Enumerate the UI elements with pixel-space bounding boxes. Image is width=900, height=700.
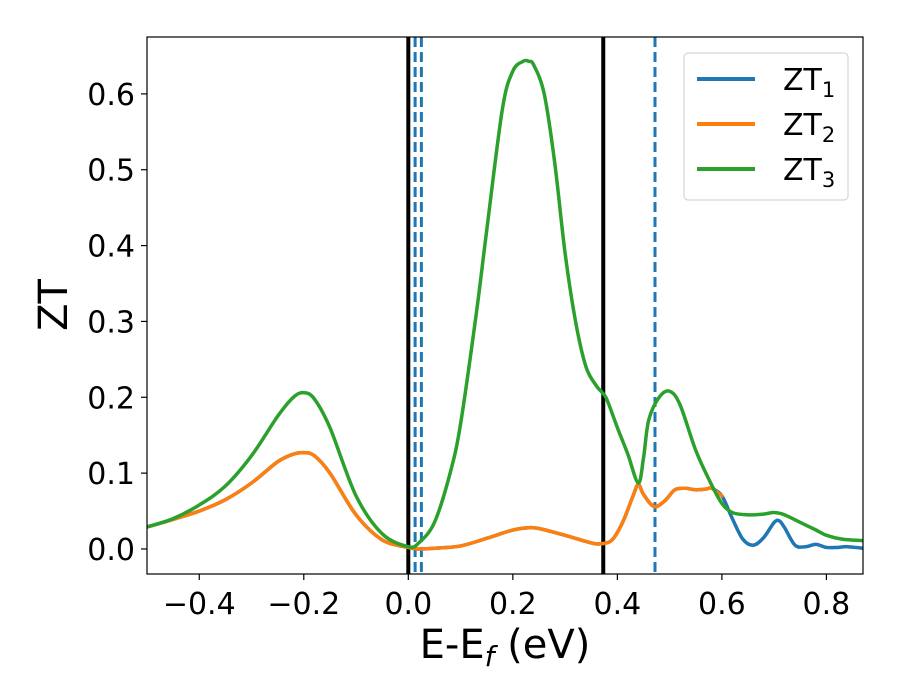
legend-box [683, 52, 849, 201]
legend-label-main: ZT [783, 153, 823, 188]
x-tick-label: 0.2 [489, 587, 537, 622]
x-axis: −0.4 −0.2 0.0 0.2 0.4 0.6 0.8 [163, 574, 850, 622]
x-axis-label-main: E-E [420, 622, 485, 668]
legend-label-main: ZT [783, 108, 823, 143]
legend-label-subscript: 1 [822, 78, 835, 102]
legend-label-subscript: 3 [822, 168, 835, 192]
x-tick-label: −0.2 [267, 587, 340, 622]
series-line-zt2 [147, 450, 724, 551]
x-axis-label-unit: (eV) [494, 622, 590, 668]
y-tick-label: 0.5 [87, 154, 135, 189]
y-tick-label: 0.3 [87, 305, 135, 340]
legend-label-zt2: ZT2 [783, 108, 835, 147]
legend-label-main: ZT [783, 63, 823, 98]
y-axis-label: ZT [31, 279, 77, 331]
legend-label-zt3: ZT3 [783, 153, 835, 192]
series-line-zt3 [147, 58, 863, 550]
x-tick-label: 0.6 [698, 587, 746, 622]
plot-frame [146, 36, 864, 575]
y-tick-label: 0.4 [87, 230, 135, 265]
x-tick-label: 0.8 [803, 587, 851, 622]
y-tick-label: 0.1 [87, 457, 135, 492]
series-lines [147, 58, 863, 551]
x-tick-label: −0.4 [163, 587, 236, 622]
y-tick-label: 0.2 [87, 381, 135, 416]
x-tick-label: 0.4 [594, 587, 642, 622]
x-tick-label: 0.0 [384, 587, 432, 622]
x-axis-label: E-Ef (eV) [420, 622, 591, 673]
y-axis: 0.0 0.1 0.2 0.3 0.4 0.5 0.6 [87, 78, 147, 568]
legend-label-zt1: ZT1 [783, 63, 835, 102]
y-tick-label: 0.0 [87, 533, 135, 568]
legend-label-subscript: 2 [822, 123, 835, 147]
reference-lines [406, 37, 657, 574]
y-tick-label: 0.6 [87, 78, 135, 113]
